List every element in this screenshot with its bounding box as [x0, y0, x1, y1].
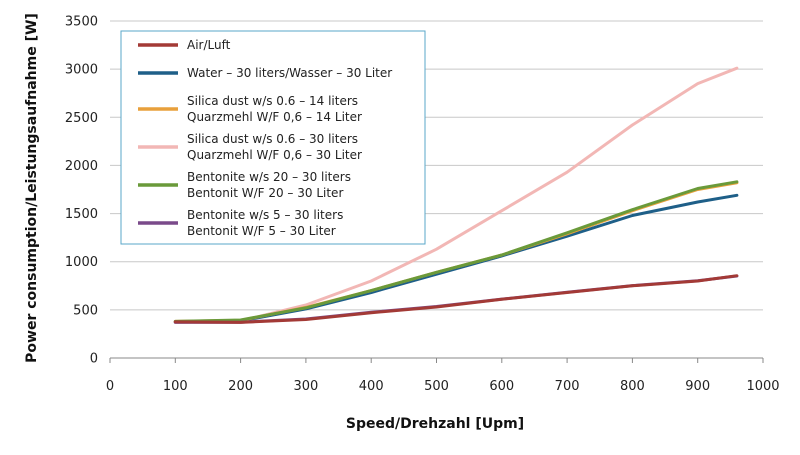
x-tick-label: 600: [489, 379, 514, 394]
x-tick-label: 0: [106, 379, 114, 394]
x-tick-label: 700: [555, 379, 580, 394]
y-tick-label: 3000: [65, 63, 98, 78]
y-tick-label: 0: [90, 352, 98, 367]
x-tick-label: 100: [163, 379, 188, 394]
x-tick-label: 200: [228, 379, 253, 394]
legend-label-2: Silica dust w/s 0.6 – 14 liters: [187, 94, 358, 108]
legend-label-5: Bentonit W/F 5 – 30 Liter: [187, 224, 336, 238]
legend-label-2: Quarzmehl W/F 0,6 – 14 Liter: [187, 110, 362, 124]
series-line-4: [173, 180, 739, 323]
series-line-0: [173, 274, 739, 324]
y-tick-label: 1000: [65, 255, 98, 270]
axis-layer: 0 500 1000 1500 2000 2500 3000 3500 0 100 200 300 40…: [65, 15, 780, 395]
x-tick-label: 1000: [746, 379, 779, 394]
legend: Air/Luft Water – 30 liters/Wasser – 30 Li…: [120, 30, 426, 245]
x-tick-label: 900: [685, 379, 710, 394]
legend-label-1: Water – 30 liters/Wasser – 30 Liter: [187, 66, 392, 80]
legend-label-5: Bentonite w/s 5 – 30 liters: [187, 208, 343, 222]
legend-label-0: Air/Luft: [187, 38, 231, 52]
y-tick-label: 500: [73, 303, 98, 318]
legend-label-4: Bentonite w/s 20 – 30 liters: [187, 170, 351, 184]
series-layer: [173, 66, 739, 324]
legend-label-4: Bentonit W/F 20 – 30 Liter: [187, 186, 343, 200]
y-tick-label: 2000: [65, 159, 98, 174]
legend-box: [120, 30, 426, 245]
y-tick-label: 3500: [65, 15, 98, 30]
x-tick-label: 800: [620, 379, 645, 394]
legend-label-3: Quarzmehl W/F 0,6 – 30 Liter: [187, 148, 362, 162]
y-tick-label: 2500: [65, 111, 98, 126]
x-tick-label: 400: [359, 379, 384, 394]
x-axis-title: Speed/Drehzahl [Upm]: [346, 416, 524, 432]
y-tick-label: 1500: [65, 207, 98, 222]
x-tick-label: 300: [293, 379, 318, 394]
x-tick-label: 500: [424, 379, 449, 394]
legend-label-3: Silica dust w/s 0.6 – 30 liters: [187, 132, 358, 146]
y-axis-title: Power consumption/Leistungsaufnahme [W]: [24, 13, 40, 363]
